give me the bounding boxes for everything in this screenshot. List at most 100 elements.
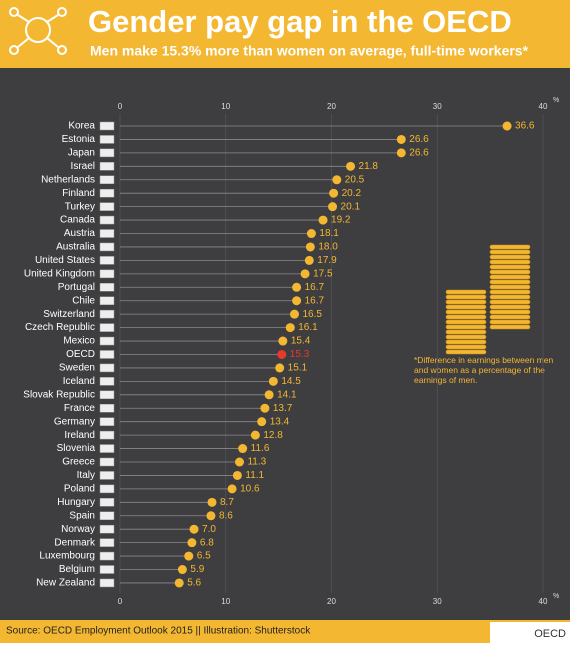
flag bbox=[99, 484, 115, 494]
dot bbox=[250, 430, 260, 440]
dot bbox=[289, 309, 299, 319]
dot bbox=[328, 202, 338, 212]
value-label: 26.6 bbox=[409, 134, 429, 145]
dot bbox=[268, 376, 278, 386]
coin bbox=[445, 304, 487, 310]
value-label: 17.5 bbox=[313, 268, 333, 279]
header-icon bbox=[9, 7, 67, 55]
coin bbox=[489, 319, 531, 325]
coin bbox=[489, 249, 531, 255]
value-label: 19.2 bbox=[331, 215, 351, 226]
value-label: 16.1 bbox=[298, 322, 318, 333]
value-label: 8.6 bbox=[219, 510, 233, 521]
category-label: Israel bbox=[71, 161, 95, 172]
dot bbox=[304, 255, 314, 265]
value-label: 8.7 bbox=[220, 497, 234, 508]
coin bbox=[445, 349, 487, 355]
value-label: 26.6 bbox=[409, 148, 429, 159]
flag bbox=[99, 578, 115, 588]
flag bbox=[99, 336, 115, 346]
dot bbox=[329, 188, 339, 198]
dot bbox=[306, 229, 316, 239]
x-tick-label: 20 bbox=[327, 102, 336, 111]
category-label: Spain bbox=[69, 510, 95, 521]
coin bbox=[445, 299, 487, 305]
flag bbox=[99, 162, 115, 171]
flag bbox=[99, 229, 115, 238]
value-label: 5.6 bbox=[187, 578, 201, 589]
value-label: 7.0 bbox=[202, 524, 216, 535]
value-label: 15.1 bbox=[288, 363, 308, 374]
value-label: 36.6 bbox=[515, 121, 535, 132]
flag bbox=[99, 215, 115, 225]
dot bbox=[264, 390, 274, 400]
coin bbox=[489, 299, 531, 305]
logo: OECD bbox=[534, 628, 566, 640]
dot bbox=[396, 134, 406, 144]
flag bbox=[99, 269, 115, 279]
category-label: Slovenia bbox=[57, 443, 96, 454]
value-label: 16.7 bbox=[305, 295, 325, 306]
value-label: 20.2 bbox=[342, 188, 362, 199]
x-tick-label: 30 bbox=[433, 102, 442, 111]
value-label: 13.4 bbox=[270, 416, 290, 427]
category-label: Sweden bbox=[59, 363, 95, 374]
value-label: 17.9 bbox=[317, 255, 337, 266]
header-band bbox=[0, 0, 570, 68]
x-tick-label: 0 bbox=[118, 597, 123, 606]
coin bbox=[489, 279, 531, 285]
coin bbox=[489, 244, 531, 250]
category-label: Hungary bbox=[57, 497, 95, 508]
dot bbox=[238, 444, 248, 454]
value-label: 20.1 bbox=[341, 201, 361, 212]
category-label: Estonia bbox=[62, 134, 96, 145]
coin bbox=[445, 309, 487, 315]
value-label: 18.0 bbox=[318, 242, 338, 253]
flag bbox=[99, 323, 115, 332]
dot bbox=[292, 282, 302, 292]
dot bbox=[234, 457, 244, 467]
dot bbox=[174, 578, 184, 588]
category-label: Mexico bbox=[63, 336, 95, 347]
category-label: Slovak Republic bbox=[23, 389, 95, 400]
category-label: Switzerland bbox=[43, 309, 95, 320]
value-label: 18.1 bbox=[319, 228, 339, 239]
dot bbox=[318, 215, 328, 225]
coin bbox=[489, 289, 531, 295]
flag bbox=[99, 457, 115, 467]
flag bbox=[99, 175, 115, 185]
category-label: United States bbox=[35, 255, 95, 266]
flag bbox=[99, 390, 115, 400]
flag bbox=[99, 444, 115, 453]
dot bbox=[227, 484, 237, 494]
dot bbox=[206, 511, 216, 521]
flag bbox=[99, 242, 115, 252]
category-label: Luxembourg bbox=[39, 551, 95, 562]
category-label: Japan bbox=[68, 148, 95, 159]
value-label: 12.8 bbox=[263, 430, 283, 441]
value-label: 11.1 bbox=[245, 470, 264, 481]
coin bbox=[489, 294, 531, 300]
value-label: 16.7 bbox=[305, 282, 325, 293]
category-label: France bbox=[64, 403, 96, 414]
flag bbox=[99, 350, 115, 359]
value-label: 6.5 bbox=[197, 551, 211, 562]
flag bbox=[99, 363, 115, 373]
flag bbox=[99, 377, 115, 386]
dot bbox=[502, 121, 512, 131]
flag bbox=[99, 148, 115, 158]
coin bbox=[489, 259, 531, 265]
flag bbox=[99, 202, 115, 211]
category-label: Turkey bbox=[65, 201, 95, 212]
chart-subtitle: Men make 15.3% more than women on averag… bbox=[90, 43, 529, 59]
coin bbox=[445, 294, 487, 300]
coin bbox=[489, 269, 531, 275]
category-label: Czech Republic bbox=[25, 322, 95, 333]
category-label: United Kingdom bbox=[24, 268, 95, 279]
value-label: 20.5 bbox=[345, 174, 365, 185]
x-tick-label: 40 bbox=[539, 102, 548, 111]
category-label: Denmark bbox=[54, 537, 96, 548]
dot bbox=[277, 349, 287, 359]
